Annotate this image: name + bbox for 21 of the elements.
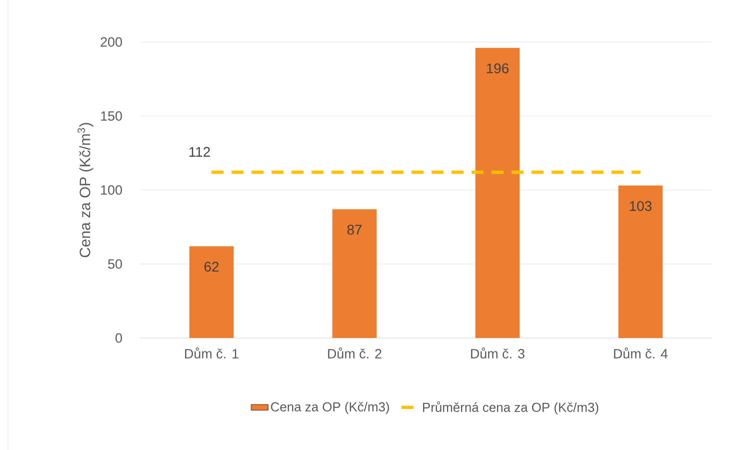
bar (475, 48, 520, 338)
data-label: 87 (347, 224, 362, 235)
bar (332, 209, 377, 338)
data-label: 112 (189, 146, 210, 157)
data-label: 196 (486, 63, 509, 74)
x-tick-label: Dům č. 2 (328, 348, 382, 358)
x-tick-label: Dům č. 4 (614, 348, 668, 358)
x-tick-label: Dům č. 1 (185, 348, 238, 358)
y-tick-label: 200 (100, 37, 122, 47)
y-tick-label: 150 (101, 111, 122, 121)
data-label: 62 (204, 262, 219, 272)
y-tick-label: 0 (116, 333, 122, 343)
y-tick-label: 100 (101, 185, 122, 195)
legend-label: Cena za OP (Kč/m3) (270, 402, 389, 414)
bar (618, 186, 663, 338)
y-axis-title: Cena za OP (Kč/m$^{3}$) (78, 122, 94, 258)
y-tick-label: 50 (108, 259, 122, 269)
x-tick-label: Dům č. 3 (471, 348, 524, 358)
legend-label: Průměrná cena za OP (Kč/m3) (423, 401, 598, 415)
bar (189, 246, 234, 338)
data-label: 103 (630, 201, 652, 211)
